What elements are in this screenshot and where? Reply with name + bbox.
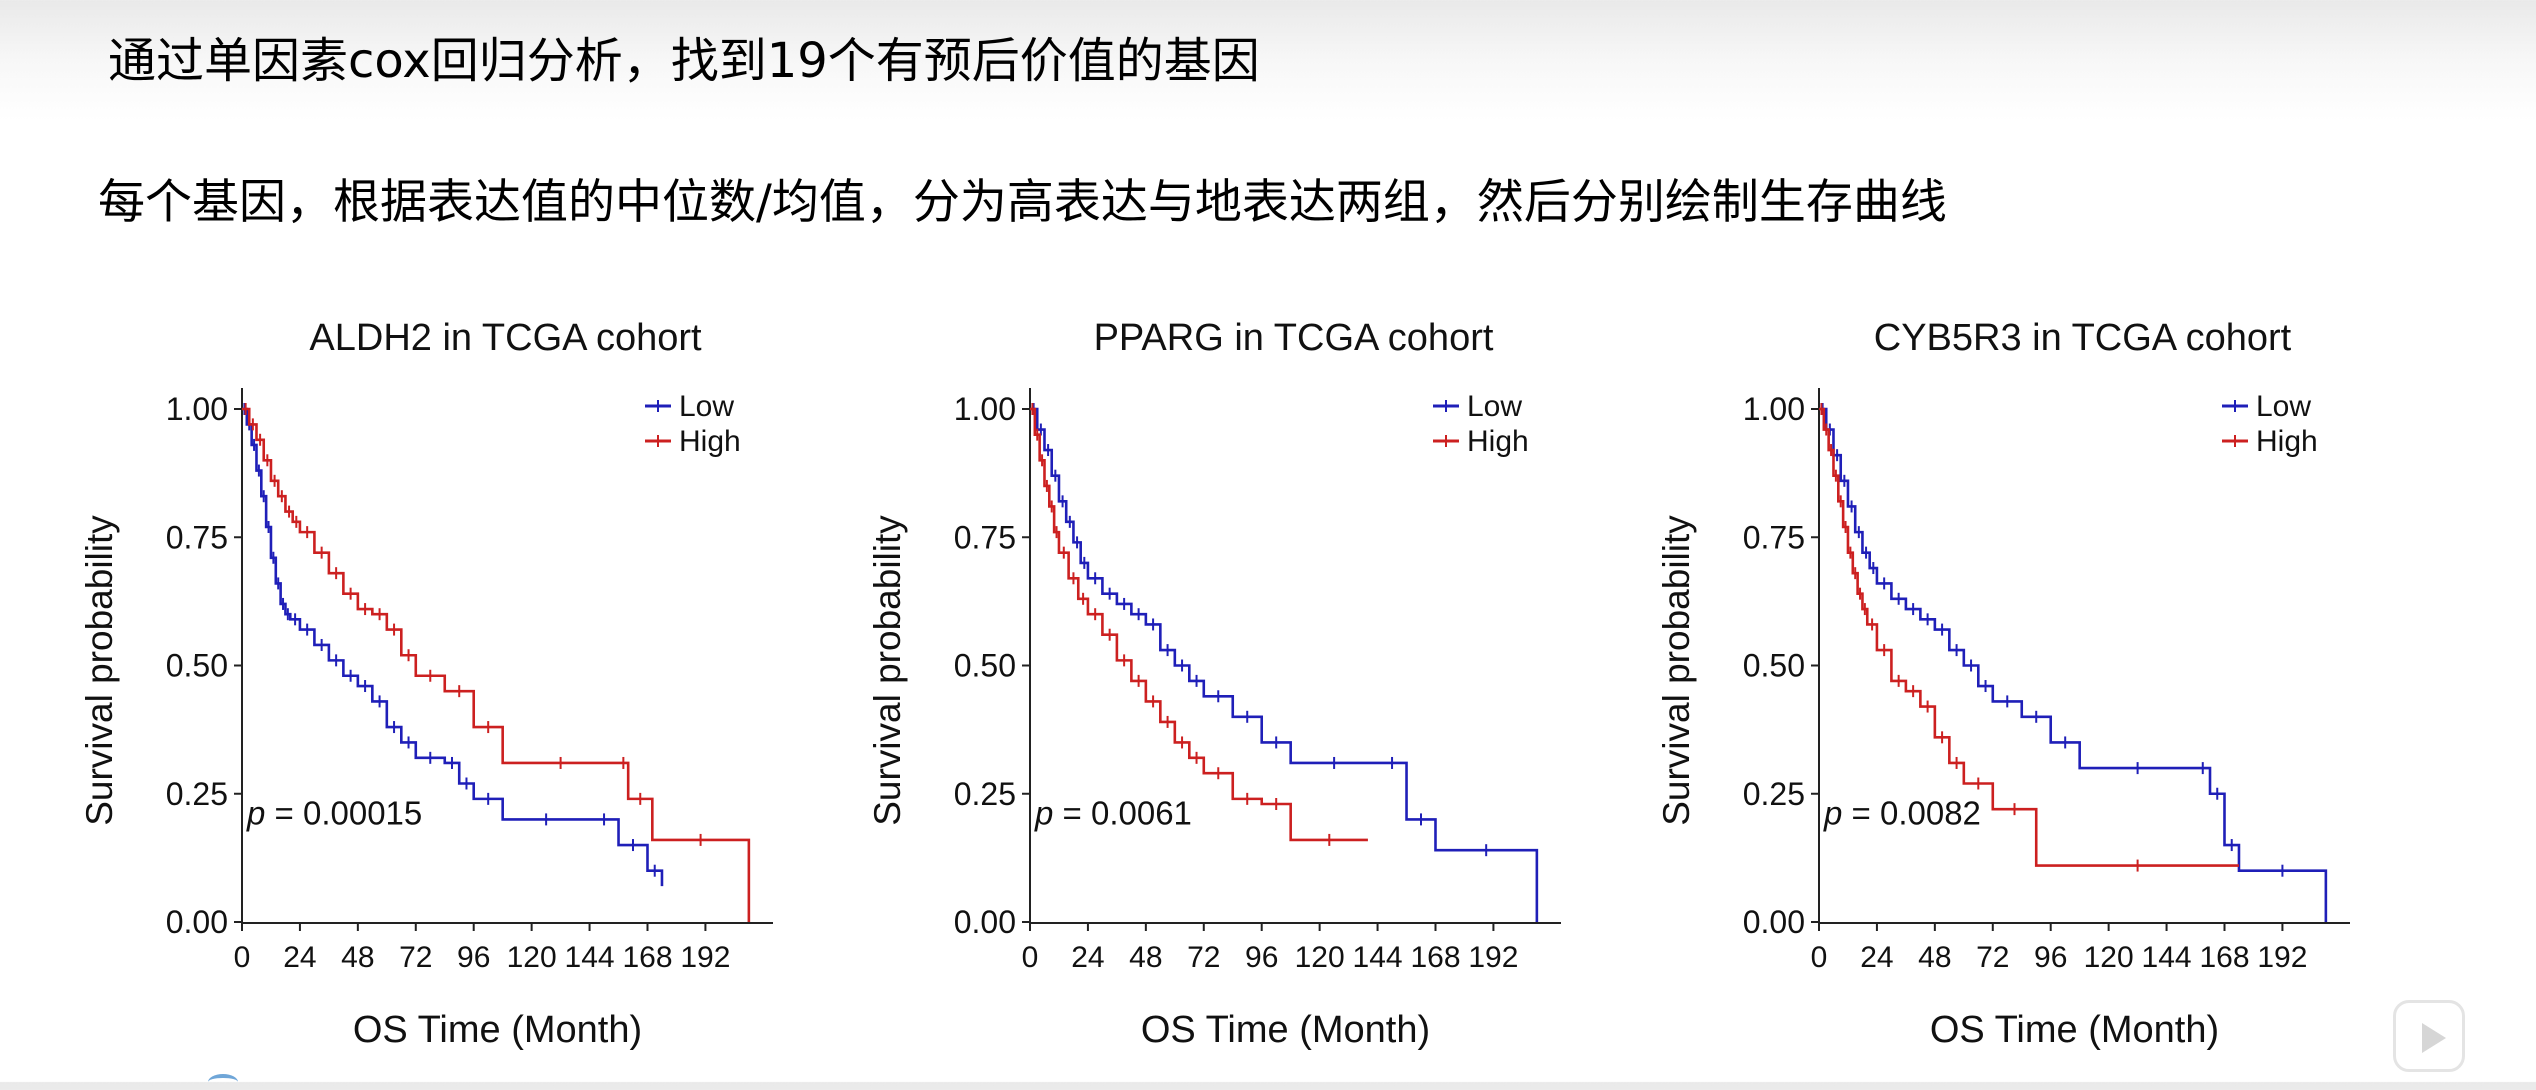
x-tick-label: 168 [1410,941,1460,974]
x-tick-label: 144 [565,941,615,974]
chart-title: CYB5R3 in TCGA cohort [1874,317,2292,359]
km-curve-low [1819,407,2328,922]
x-tick-label: 96 [1245,941,1278,974]
heading-line-2: 每个基因，根据表达值的中位数/均值，分为高表达与地表达两组，然后分别绘制生存曲线 [98,175,1947,230]
p-symbol: p [1034,795,1053,832]
x-tick-label: 168 [622,941,672,974]
x-axis-label: OS Time (Month) [1141,1009,1430,1051]
y-axis-label: Survival probability [1656,515,1697,826]
y-tick-label: 1.00 [1743,391,1805,427]
x-tick-label: 120 [2084,941,2134,974]
y-axis-label: Survival probability [867,515,908,826]
y-tick-label: 0.50 [1743,648,1805,684]
y-tick-label: 0.75 [166,519,228,555]
x-tick-label: 96 [457,941,490,974]
x-tick-label: 24 [283,941,316,974]
km-chart-2: CYB5R3 in TCGA cohort 0.00 0.25 0.50 0.75 1.0… [1656,317,2350,1051]
legend-label-high: High [2256,425,2318,458]
x-tick-label: 120 [1295,941,1345,974]
legend-label-low: Low [679,390,734,423]
p-value-text: = 0.0061 [1053,795,1192,832]
y-tick-label: 0.75 [954,519,1016,555]
y-tick-label: 0.25 [1743,776,1805,812]
chart-title: ALDH2 in TCGA cohort [309,317,702,359]
p-value-text: = 0.0082 [1842,795,1981,832]
km-curve-low [1030,407,1539,922]
decorative-dot [208,1074,238,1090]
y-axis-label: Survival probability [79,515,120,826]
p-symbol: p [246,795,265,832]
y-tick-label: 0.25 [954,776,1016,812]
y-tick-label: 0.00 [954,904,1016,940]
y-tick-label: 0.00 [166,904,228,940]
heading-line-1: 通过单因素cox回归分析，找到19个有预后价值的基因 [108,33,1260,89]
x-tick-label: 48 [1129,941,1162,974]
x-axis-label: OS Time (Month) [353,1009,642,1051]
y-tick-label: 0.50 [166,648,228,684]
x-tick-label: 24 [1071,941,1104,974]
legend-label-low: Low [2256,390,2311,423]
p-value-label: p = 0.0061 [1034,795,1192,832]
survival-charts: ALDH2 in TCGA cohort 0.00 0.25 0.50 0.75 1.00… [0,300,2536,1082]
legend-label-high: High [1467,425,1529,458]
play-icon[interactable] [2393,1000,2465,1072]
p-symbol: p [1823,795,1842,832]
km-curve-high [1030,407,1368,842]
x-tick-label: 192 [2257,941,2307,974]
x-axis-label: OS Time (Month) [1930,1009,2219,1051]
chart-title: PPARG in TCGA cohort [1094,317,1494,359]
y-tick-label: 0.00 [1743,904,1805,940]
legend-label-high: High [679,425,741,458]
p-value-text: = 0.00015 [265,795,422,832]
y-tick-label: 0.75 [1743,519,1805,555]
x-tick-label: 24 [1860,941,1893,974]
y-tick-label: 1.00 [954,391,1016,427]
y-tick-label: 1.00 [166,391,228,427]
x-tick-label: 120 [507,941,557,974]
x-tick-label: 192 [680,941,730,974]
x-tick-label: 168 [2199,941,2249,974]
x-tick-label: 144 [1353,941,1403,974]
x-tick-label: 72 [1187,941,1220,974]
x-tick-label: 48 [341,941,374,974]
y-tick-label: 0.25 [166,776,228,812]
x-tick-label: 0 [234,941,251,974]
x-tick-label: 0 [1022,941,1039,974]
km-curve-high [242,407,751,922]
p-value-label: p = 0.0082 [1823,795,1981,832]
y-tick-label: 0.50 [954,648,1016,684]
x-tick-label: 48 [1918,941,1951,974]
x-tick-label: 144 [2142,941,2192,974]
x-tick-label: 192 [1468,941,1518,974]
p-value-label: p = 0.00015 [246,795,422,832]
km-chart-0: ALDH2 in TCGA cohort 0.00 0.25 0.50 0.75 1.00… [79,317,773,1051]
x-tick-label: 0 [1811,941,1828,974]
x-tick-label: 72 [399,941,432,974]
km-chart-1: PPARG in TCGA cohort 0.00 0.25 0.50 0.75 1.00… [867,317,1561,1051]
x-tick-label: 72 [1976,941,2009,974]
legend-label-low: Low [1467,390,1522,423]
x-tick-label: 96 [2034,941,2067,974]
